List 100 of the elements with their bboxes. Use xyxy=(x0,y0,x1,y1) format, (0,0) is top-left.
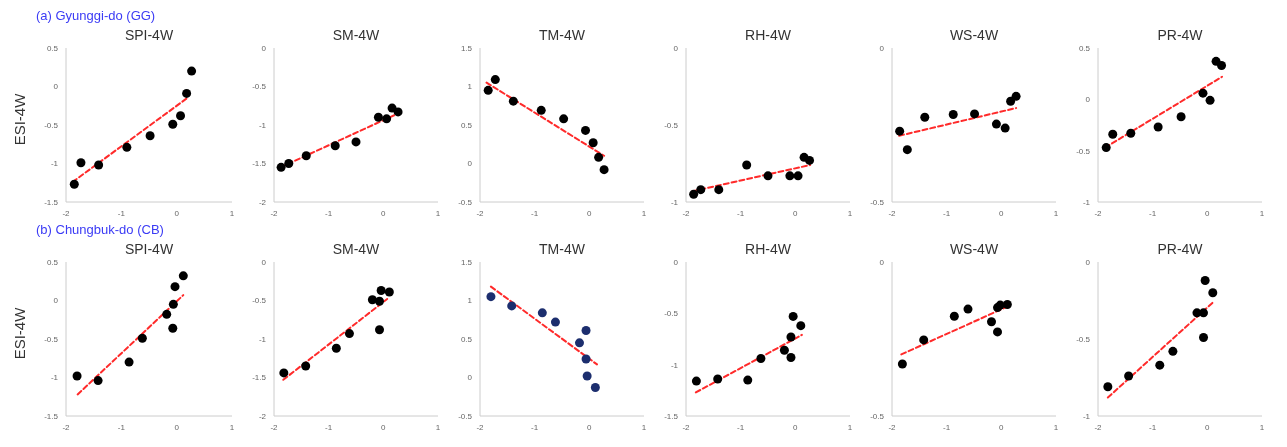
y-tick-label: -1 xyxy=(670,360,679,370)
x-tick-label: -2 xyxy=(62,422,71,432)
point xyxy=(375,325,385,335)
point xyxy=(1153,122,1163,132)
point xyxy=(1199,332,1209,342)
x-tick-label: 1 xyxy=(1259,422,1265,432)
point xyxy=(330,141,340,151)
x-tick-label: 0 xyxy=(587,208,593,218)
point xyxy=(689,189,699,199)
x-tick-label: 1 xyxy=(1053,208,1059,218)
y-tick-label: -0.5 xyxy=(664,309,679,319)
point xyxy=(691,376,701,386)
y-tick-label: 0 xyxy=(879,43,885,53)
x-tick-label: 0 xyxy=(793,422,799,432)
point xyxy=(351,137,361,147)
point xyxy=(1000,123,1010,133)
y-tick-label: -1 xyxy=(50,373,59,383)
point xyxy=(714,185,724,195)
point xyxy=(1205,95,1215,105)
point xyxy=(72,371,82,381)
y-tick-label: -0.5 xyxy=(252,296,267,306)
x-tick-label: -1 xyxy=(1149,208,1157,218)
point xyxy=(763,171,773,181)
point xyxy=(1168,346,1178,356)
point xyxy=(588,138,598,148)
point xyxy=(1126,128,1136,138)
point xyxy=(550,317,560,327)
x-tick-label: -2 xyxy=(476,208,485,218)
point xyxy=(948,110,958,120)
point xyxy=(743,375,753,385)
y-tick-label: -1 xyxy=(1082,197,1091,207)
point xyxy=(1176,112,1186,122)
point xyxy=(991,119,1001,129)
chart-title: RH-4W xyxy=(744,26,792,44)
point xyxy=(805,155,815,165)
point xyxy=(284,159,294,168)
y-tick-label: 0 xyxy=(673,257,679,267)
y-tick-label: 0 xyxy=(261,257,267,267)
chart-title: RH-4W xyxy=(744,240,792,258)
y-tick-label: -1.5 xyxy=(664,411,679,421)
y-tick-label: -1 xyxy=(670,197,679,207)
point xyxy=(486,292,496,302)
point xyxy=(301,151,311,161)
y-tick-label: 0.5 xyxy=(460,120,473,130)
point xyxy=(384,287,394,297)
y-tick-label: 0.5 xyxy=(46,257,59,267)
point xyxy=(1002,300,1012,309)
x-tick-label: -2 xyxy=(476,422,485,432)
x-tick-label: -2 xyxy=(1094,422,1103,432)
point xyxy=(1103,382,1113,392)
text: (b) Chungbuk-do (CB) xyxy=(36,222,164,237)
y-tick-label: -2 xyxy=(258,411,267,421)
y-tick-label: -1 xyxy=(1082,411,1091,421)
x-tick-label: 1 xyxy=(1259,208,1265,218)
point xyxy=(483,85,493,95)
y-tick-label: 0 xyxy=(673,43,679,53)
x-tick-label: 0 xyxy=(999,208,1005,218)
point xyxy=(187,66,197,76)
point xyxy=(124,357,134,367)
point xyxy=(993,327,1003,337)
point xyxy=(581,125,591,135)
y-tick-label: 0 xyxy=(467,373,473,383)
point xyxy=(168,299,178,309)
x-tick-label: 0 xyxy=(793,208,799,218)
point xyxy=(1198,88,1208,98)
y-tick-label: -1 xyxy=(258,120,267,130)
x-tick-label: -1 xyxy=(737,208,745,218)
point xyxy=(507,301,517,311)
x-tick-label: 1 xyxy=(641,208,647,218)
y-tick-label: -1.5 xyxy=(252,373,267,383)
x-tick-label: 0 xyxy=(587,422,593,432)
x-tick-label: 0 xyxy=(1205,422,1211,432)
point xyxy=(1108,129,1118,139)
y-tick-label: 0 xyxy=(879,257,885,267)
x-tick-label: 1 xyxy=(229,208,235,218)
x-tick-label: -2 xyxy=(270,208,279,218)
point xyxy=(162,309,172,319)
point xyxy=(373,112,383,122)
point xyxy=(168,323,178,333)
point xyxy=(76,158,86,168)
point xyxy=(986,317,996,327)
point xyxy=(376,285,386,295)
x-tick-label: -2 xyxy=(270,422,279,432)
point xyxy=(137,333,147,343)
x-tick-label: 0 xyxy=(174,208,180,218)
y-tick-label: -1.5 xyxy=(252,159,267,169)
point xyxy=(490,75,500,85)
point xyxy=(375,296,385,306)
point xyxy=(1101,143,1111,153)
point xyxy=(122,142,132,152)
point xyxy=(970,109,980,119)
point xyxy=(279,368,289,378)
chart-title: WS-4W xyxy=(948,240,1000,258)
point xyxy=(902,145,912,155)
chart-title: WS-4W xyxy=(948,26,1000,44)
point xyxy=(895,126,905,136)
point xyxy=(756,354,766,364)
x-tick-label: -2 xyxy=(888,208,897,218)
point xyxy=(1124,371,1134,381)
point xyxy=(897,359,907,369)
